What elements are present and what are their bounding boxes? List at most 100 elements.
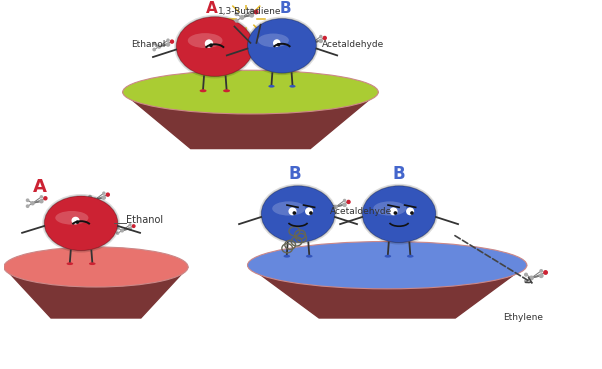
Ellipse shape — [40, 195, 43, 199]
Text: Ethylene: Ethylene — [503, 313, 543, 322]
Ellipse shape — [309, 41, 314, 45]
Text: Acetaldehyde: Acetaldehyde — [322, 39, 384, 49]
Ellipse shape — [152, 42, 156, 45]
Ellipse shape — [88, 195, 92, 199]
Ellipse shape — [281, 195, 284, 199]
Text: B: B — [279, 1, 291, 16]
Ellipse shape — [174, 15, 255, 78]
Ellipse shape — [524, 279, 528, 283]
Ellipse shape — [394, 211, 397, 215]
Ellipse shape — [249, 13, 254, 18]
Ellipse shape — [385, 196, 389, 200]
Ellipse shape — [284, 196, 288, 200]
Ellipse shape — [152, 48, 156, 51]
Ellipse shape — [259, 184, 337, 245]
Ellipse shape — [102, 195, 106, 200]
Text: Ethanol: Ethanol — [126, 215, 163, 225]
Ellipse shape — [234, 18, 238, 23]
Polygon shape — [247, 265, 527, 318]
Ellipse shape — [67, 262, 73, 265]
Ellipse shape — [205, 39, 213, 48]
Ellipse shape — [319, 35, 323, 38]
Ellipse shape — [305, 38, 309, 42]
Ellipse shape — [382, 195, 385, 199]
Ellipse shape — [410, 211, 414, 215]
Ellipse shape — [277, 43, 281, 46]
Ellipse shape — [157, 44, 161, 49]
Ellipse shape — [129, 223, 132, 226]
Polygon shape — [123, 92, 378, 149]
Text: B: B — [393, 165, 405, 183]
Ellipse shape — [89, 262, 96, 265]
Ellipse shape — [261, 186, 335, 242]
Ellipse shape — [93, 197, 97, 202]
Ellipse shape — [407, 255, 414, 258]
Ellipse shape — [60, 224, 63, 228]
Ellipse shape — [132, 224, 135, 228]
Ellipse shape — [309, 211, 313, 215]
Ellipse shape — [60, 230, 63, 233]
Ellipse shape — [166, 38, 170, 42]
Text: A: A — [33, 178, 46, 196]
Ellipse shape — [200, 89, 206, 92]
Ellipse shape — [55, 211, 88, 225]
Ellipse shape — [188, 33, 223, 48]
Ellipse shape — [75, 222, 79, 226]
Ellipse shape — [176, 17, 253, 76]
Ellipse shape — [372, 201, 376, 206]
Ellipse shape — [120, 228, 124, 232]
Ellipse shape — [123, 70, 378, 114]
Ellipse shape — [288, 207, 297, 215]
Ellipse shape — [253, 10, 258, 14]
Ellipse shape — [305, 44, 309, 48]
Ellipse shape — [250, 8, 253, 12]
Ellipse shape — [43, 196, 48, 200]
Ellipse shape — [316, 225, 319, 228]
Text: 1,3-Butadiene: 1,3-Butadiene — [218, 7, 281, 16]
Ellipse shape — [543, 270, 548, 275]
Ellipse shape — [373, 201, 406, 215]
Ellipse shape — [247, 18, 317, 73]
Ellipse shape — [116, 226, 119, 230]
Ellipse shape — [234, 12, 238, 16]
Ellipse shape — [334, 205, 338, 209]
Ellipse shape — [280, 199, 284, 203]
Ellipse shape — [539, 273, 544, 278]
Text: A: A — [206, 1, 218, 16]
Ellipse shape — [381, 199, 385, 203]
Ellipse shape — [267, 204, 270, 208]
Ellipse shape — [306, 255, 312, 258]
Ellipse shape — [318, 39, 323, 43]
Ellipse shape — [343, 203, 347, 207]
Ellipse shape — [362, 186, 436, 242]
Ellipse shape — [360, 184, 438, 245]
Ellipse shape — [39, 199, 44, 203]
Ellipse shape — [367, 204, 371, 208]
Ellipse shape — [267, 199, 270, 202]
Ellipse shape — [64, 227, 67, 231]
Ellipse shape — [290, 85, 296, 87]
Ellipse shape — [303, 233, 306, 237]
Ellipse shape — [315, 228, 319, 232]
Ellipse shape — [102, 192, 105, 195]
Ellipse shape — [323, 36, 327, 40]
Ellipse shape — [105, 192, 110, 197]
Ellipse shape — [329, 208, 333, 212]
Ellipse shape — [209, 44, 213, 47]
Ellipse shape — [166, 42, 170, 47]
Ellipse shape — [385, 255, 391, 258]
Ellipse shape — [319, 226, 323, 230]
Ellipse shape — [72, 221, 75, 224]
Ellipse shape — [88, 201, 92, 204]
Ellipse shape — [72, 217, 79, 224]
Text: Acetaldehyde: Acetaldehyde — [329, 207, 392, 216]
Ellipse shape — [246, 17, 318, 75]
Ellipse shape — [293, 211, 296, 215]
Ellipse shape — [72, 225, 76, 229]
Ellipse shape — [240, 15, 244, 20]
Ellipse shape — [406, 207, 414, 215]
Ellipse shape — [75, 220, 79, 224]
Ellipse shape — [4, 247, 188, 287]
Ellipse shape — [258, 34, 289, 47]
Ellipse shape — [26, 199, 29, 202]
